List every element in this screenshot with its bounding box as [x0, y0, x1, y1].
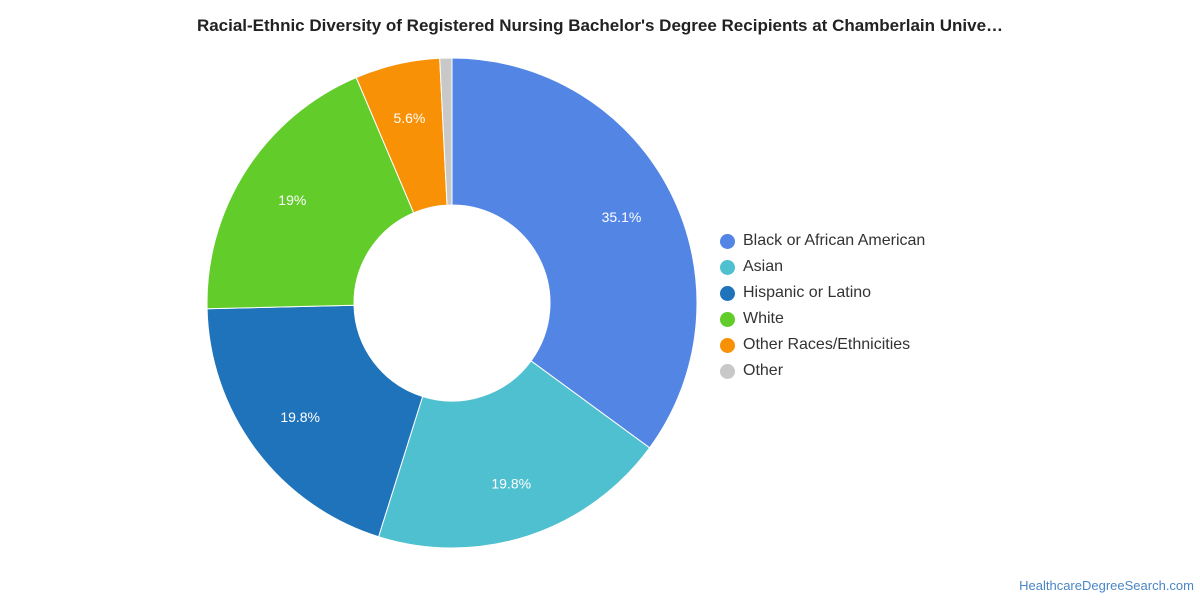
legend-swatch — [720, 311, 735, 327]
legend-item[interactable]: Asian — [720, 254, 925, 280]
pie-slice — [439, 57, 453, 206]
legend-item[interactable]: Other Races/Ethnicities — [720, 332, 925, 358]
legend-swatch — [720, 259, 735, 275]
pie-slice — [451, 57, 698, 449]
legend-item[interactable]: White — [720, 306, 925, 332]
legend-item[interactable]: Other — [720, 358, 925, 384]
legend-label: Asian — [743, 258, 784, 275]
slice-data-label: 5.6% — [393, 110, 425, 126]
pie-slice — [377, 360, 651, 549]
legend-label: Black or African American — [743, 232, 926, 249]
slice-data-label: 19% — [278, 192, 306, 208]
legend-label: Hispanic or Latino — [743, 284, 872, 301]
legend-item[interactable]: Black or African American — [720, 228, 925, 254]
legend-swatch — [720, 233, 735, 249]
pie-slice — [206, 304, 424, 538]
slice-data-label: 19.8% — [491, 476, 531, 492]
legend-label: Other Races/Ethnicities — [743, 336, 911, 353]
chart-title: Racial-Ethnic Diversity of Registered Nu… — [196, 16, 1004, 35]
legend-label: Other — [743, 362, 784, 379]
legend-item[interactable]: Hispanic or Latino — [720, 280, 925, 306]
legend-swatch — [720, 285, 735, 301]
source-link[interactable]: HealthcareDegreeSearch.com — [1019, 578, 1194, 593]
pie-slice — [206, 76, 415, 310]
chart-legend: Black or African American Asian Hispanic o… — [720, 228, 925, 384]
legend-label: White — [743, 310, 784, 327]
slice-data-label: 19.8% — [280, 409, 320, 425]
legend-swatch — [720, 337, 735, 353]
legend-swatch — [720, 363, 735, 379]
slice-data-label: 35.1% — [602, 209, 642, 225]
